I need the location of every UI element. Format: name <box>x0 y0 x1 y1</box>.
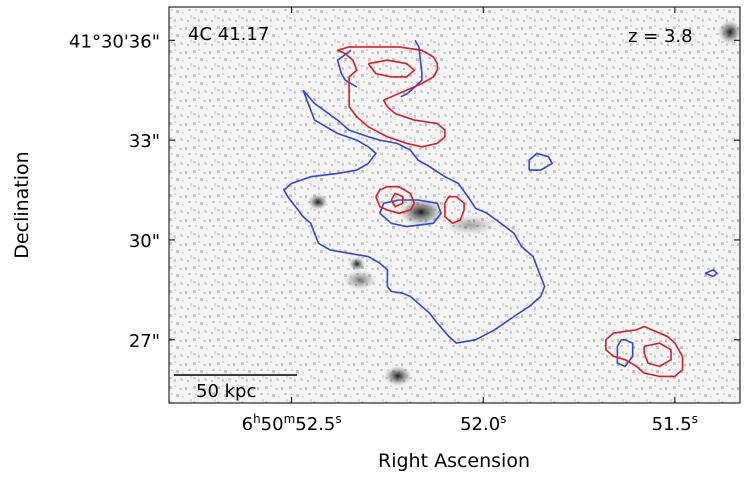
x-tick-label: 51.5s <box>652 412 698 435</box>
red-contour <box>367 59 416 78</box>
y-tick-label: 33" <box>129 131 160 152</box>
plot-area <box>168 6 741 404</box>
blue-contour <box>528 152 553 171</box>
y-tick-label: 41°30'36" <box>69 31 160 52</box>
source-blob <box>399 198 443 226</box>
red-contour <box>375 185 416 215</box>
plot-frame <box>168 6 741 404</box>
source-blob <box>384 366 412 386</box>
red-contour <box>390 192 404 208</box>
source-blob <box>308 194 328 210</box>
sources-layer <box>308 20 740 386</box>
y-tick-label: 27" <box>129 331 160 352</box>
scale-bar-label: 50 kpc <box>196 381 256 402</box>
x-axis-label: Right Ascension <box>378 450 530 472</box>
source-blob <box>444 215 496 235</box>
source-blob <box>344 270 376 290</box>
blue-contour <box>704 269 718 278</box>
x-tick-label: 6h50m52.5s <box>242 412 342 435</box>
y-tick-label: 30" <box>129 231 160 252</box>
red-contour <box>444 195 465 225</box>
red-contour <box>336 46 446 148</box>
source-blob <box>718 20 740 44</box>
plot-background <box>169 7 740 403</box>
blue-contour <box>379 199 442 228</box>
y-axis: 41°30'36" 33" 30" 27" <box>69 31 740 352</box>
contours-layer <box>283 39 718 378</box>
source-blob <box>349 257 365 271</box>
x-tick-label: 52.0s <box>460 412 506 435</box>
blue-contour <box>283 89 546 344</box>
x-axis: 6h50m52.5s 52.0s 51.5s <box>242 7 698 435</box>
scale-bar: 50 kpc <box>174 374 297 402</box>
y-axis-label: Declination <box>11 151 33 258</box>
blue-contour <box>616 339 634 368</box>
blue-contour <box>400 39 423 98</box>
object-label: 4C 41.17 <box>188 24 269 45</box>
red-contour <box>643 342 672 368</box>
red-contour <box>605 325 684 378</box>
redshift-label: z = 3.8 <box>628 26 693 47</box>
